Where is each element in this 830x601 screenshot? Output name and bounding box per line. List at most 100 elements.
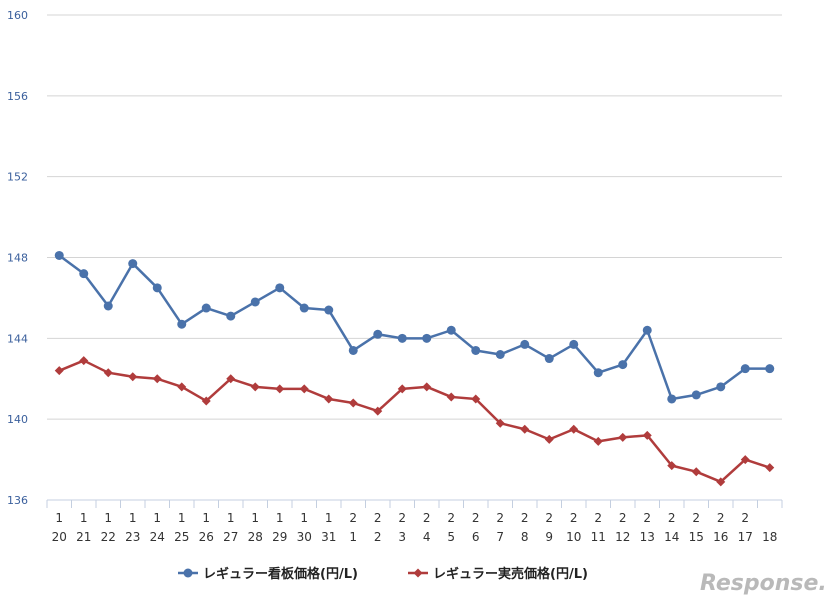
x-tick-day: 31 — [321, 530, 336, 544]
data-point — [373, 329, 383, 339]
data-point — [740, 364, 750, 374]
x-tick-month: 2 — [668, 511, 676, 525]
y-tick-label: 152 — [7, 171, 28, 184]
data-point — [54, 366, 64, 376]
data-point — [348, 398, 358, 408]
x-tick-month: 1 — [55, 511, 63, 525]
data-point — [177, 382, 187, 392]
y-tick-label: 136 — [7, 494, 28, 507]
data-point — [128, 372, 138, 382]
x-tick-day: 3 — [398, 530, 406, 544]
x-tick-day: 27 — [223, 530, 238, 544]
data-point — [765, 463, 775, 473]
x-tick-month: 2 — [349, 511, 357, 525]
x-tick-day: 5 — [447, 530, 455, 544]
data-point — [397, 333, 407, 343]
x-tick-day: 26 — [199, 530, 214, 544]
legend-label: レギュラー実売価格(円/L) — [433, 566, 588, 582]
x-tick-month: 2 — [496, 511, 504, 525]
x-tick-day: 23 — [125, 530, 140, 544]
data-point — [520, 339, 530, 349]
x-tick-day: 15 — [689, 530, 704, 544]
x-tick-day: 17 — [738, 530, 753, 544]
x-tick-day: 22 — [101, 530, 116, 544]
x-tick-month: 2 — [374, 511, 382, 525]
x-tick-month: 2 — [398, 511, 406, 525]
x-tick-day: 24 — [150, 530, 165, 544]
y-tick-label: 148 — [7, 252, 28, 265]
y-tick-label: 140 — [7, 413, 28, 426]
x-tick-month: 1 — [104, 511, 112, 525]
x-tick-month: 2 — [717, 511, 725, 525]
data-point — [397, 384, 407, 394]
legend-marker — [413, 568, 423, 578]
legend: レギュラー看板価格(円/L) レギュラー実売価格(円/L) — [178, 566, 588, 582]
data-point — [569, 339, 579, 349]
data-point — [544, 354, 554, 364]
y-tick-label: 156 — [7, 90, 28, 103]
x-tick-day: 1 — [349, 530, 357, 544]
y-tick-label: 144 — [7, 332, 28, 345]
x-tick-month: 2 — [521, 511, 529, 525]
data-point — [152, 374, 162, 384]
x-tick-day: 25 — [174, 530, 189, 544]
x-tick-month: 2 — [570, 511, 578, 525]
data-point — [250, 382, 260, 392]
data-point — [544, 434, 554, 444]
data-point — [250, 297, 260, 307]
data-point — [446, 325, 456, 335]
data-point — [201, 396, 211, 406]
x-tick-month: 2 — [594, 511, 602, 525]
data-point — [691, 467, 701, 477]
response-watermark: Response. — [700, 571, 827, 596]
x-tick-month: 2 — [643, 511, 651, 525]
x-tick-day: 4 — [423, 530, 431, 544]
legend-label: レギュラー看板価格(円/L) — [203, 566, 358, 582]
data-point — [765, 364, 775, 374]
data-point — [716, 477, 726, 487]
data-point — [569, 424, 579, 434]
x-tick-month: 1 — [129, 511, 137, 525]
data-point — [54, 250, 64, 260]
data-point — [128, 259, 138, 269]
data-point — [740, 455, 750, 465]
legend-marker — [183, 568, 193, 578]
data-point — [471, 345, 481, 355]
x-tick-day: 13 — [640, 530, 655, 544]
data-point — [299, 384, 309, 394]
data-point — [618, 360, 628, 370]
data-point — [299, 303, 309, 313]
data-point — [593, 436, 603, 446]
data-point — [471, 394, 481, 404]
data-point — [103, 368, 113, 378]
x-tick-day: 2 — [374, 530, 382, 544]
data-point — [79, 269, 89, 279]
x-tick-month: 1 — [80, 511, 88, 525]
x-tick-day: 12 — [615, 530, 630, 544]
x-tick-day: 29 — [272, 530, 287, 544]
x-tick-month: 2 — [619, 511, 627, 525]
data-point — [152, 283, 162, 293]
data-point — [324, 394, 334, 404]
grid-lines — [47, 14, 782, 420]
x-tick-day: 30 — [297, 530, 312, 544]
x-tick-day: 16 — [713, 530, 728, 544]
data-point — [495, 350, 505, 359]
data-point — [642, 325, 652, 335]
data-point — [495, 418, 505, 428]
x-tick-month: 1 — [153, 511, 161, 525]
data-point — [520, 424, 530, 434]
data-point — [422, 382, 432, 392]
x-tick-day: 28 — [248, 530, 263, 544]
x-tick-month: 1 — [300, 511, 308, 525]
data-point — [446, 392, 456, 402]
x-tick-day: 20 — [52, 530, 67, 544]
series-line-1 — [58, 359, 771, 484]
x-tick-day: 6 — [472, 530, 480, 544]
data-point — [275, 283, 285, 293]
data-point — [667, 394, 677, 404]
data-point — [422, 333, 432, 343]
x-tick-month: 2 — [741, 511, 749, 525]
data-point — [716, 382, 726, 392]
